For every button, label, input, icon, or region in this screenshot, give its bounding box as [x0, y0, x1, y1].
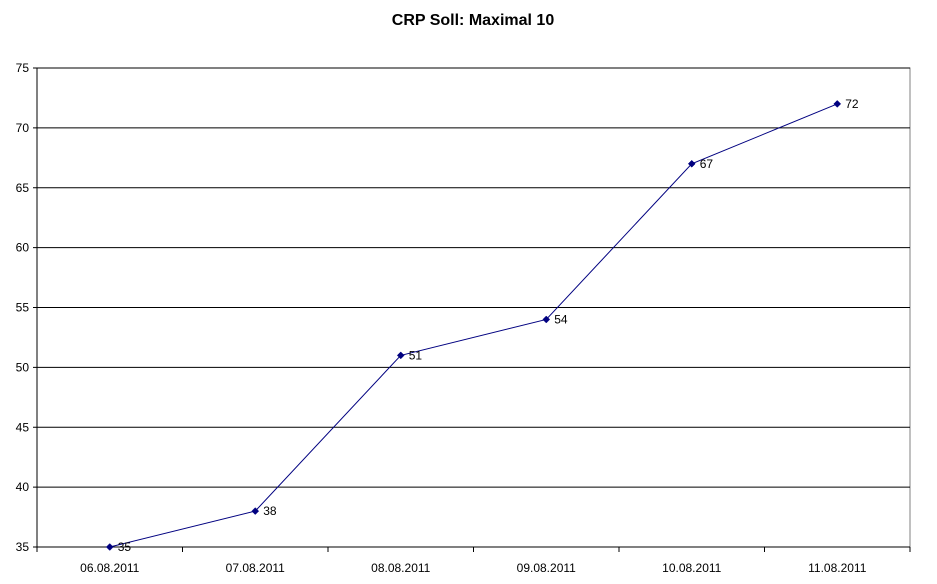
series — [105, 100, 842, 551]
y-tick-label: 35 — [16, 540, 30, 554]
x-axis-ticks: 06.08.2011 07.08.2011 08.08.2011 09.08.2011… — [80, 561, 867, 575]
y-tick-label: 55 — [16, 301, 30, 315]
y-axis-ticks: 35 40 45 50 55 60 65 70 75 — [16, 61, 30, 554]
y-tick-label: 45 — [16, 420, 30, 434]
data-point-marker — [105, 543, 114, 551]
data-label: 51 — [409, 348, 423, 362]
x-tick-label: 07.08.2011 — [226, 561, 285, 575]
data-label: 35 — [118, 540, 132, 554]
x-tick-label: 09.08.2011 — [517, 561, 576, 575]
data-label: 38 — [263, 504, 277, 518]
y-tick-label: 60 — [16, 241, 30, 255]
data-label: 54 — [554, 312, 568, 326]
axes — [33, 67, 911, 552]
y-tick-label: 75 — [16, 61, 30, 75]
data-point-marker — [833, 100, 842, 108]
x-tick-label: 11.08.2011 — [808, 561, 867, 575]
x-tick-label: 08.08.2011 — [371, 561, 430, 575]
chart-title: CRP Soll: Maximal 10 — [392, 12, 555, 29]
data-label: 67 — [700, 157, 714, 171]
x-tick-label: 06.08.2011 — [80, 561, 139, 575]
gridlines — [37, 67, 910, 488]
data-point-marker — [687, 159, 696, 168]
y-tick-label: 65 — [16, 181, 30, 195]
data-labels: 35 38 51 54 67 72 — [118, 97, 859, 554]
data-point-marker — [251, 507, 260, 515]
y-tick-label: 70 — [16, 121, 30, 135]
data-label: 72 — [845, 97, 859, 111]
x-tick-label: 10.08.2011 — [662, 561, 721, 575]
data-point-marker — [542, 315, 551, 324]
y-tick-label: 40 — [16, 480, 30, 494]
data-point-marker — [396, 351, 405, 360]
y-tick-label: 50 — [16, 360, 30, 374]
series-line — [109, 103, 838, 548]
